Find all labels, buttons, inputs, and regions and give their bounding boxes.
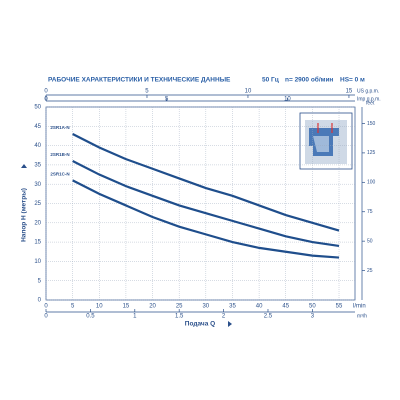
x-label: Подача Q bbox=[185, 321, 215, 328]
tick-label: 25 bbox=[367, 268, 373, 274]
y-tick-label: 45 bbox=[34, 124, 41, 130]
title: РАБОЧИЕ ХАРАКТЕРИСТИКИ И ТЕХНИЧЕСКИЕ ДАН… bbox=[48, 77, 231, 84]
tick-label: 10 bbox=[245, 89, 252, 95]
axis-unit: m³/h bbox=[357, 313, 367, 319]
x-tick-label: 40 bbox=[256, 304, 263, 310]
speed: n= 2900 об/мин bbox=[285, 76, 333, 84]
tick-label: 0 bbox=[44, 97, 48, 103]
arrow bbox=[21, 164, 27, 168]
axis-unit: feet bbox=[366, 100, 375, 106]
y-tick-label: 50 bbox=[34, 105, 41, 111]
tick-label: 1.5 bbox=[175, 314, 184, 320]
x-tick-label: 25 bbox=[176, 304, 183, 310]
curve-label: 2SR1A-N bbox=[50, 125, 69, 130]
axis-unit: Imp g.p.m. bbox=[357, 96, 381, 102]
x-tick-label: 5 bbox=[71, 304, 75, 310]
tick-label: 10 bbox=[284, 97, 291, 103]
tick-label: 5 bbox=[165, 97, 169, 103]
tick-label: 0 bbox=[44, 314, 48, 320]
curve-label: 2SR1C-N bbox=[50, 172, 69, 177]
y-tick-label: 35 bbox=[34, 162, 41, 168]
y-tick-label: 40 bbox=[34, 143, 41, 149]
tick-label: 5 bbox=[145, 89, 149, 95]
y-tick-label: 15 bbox=[34, 240, 41, 246]
x-tick-label: 0 bbox=[44, 304, 48, 310]
y-tick-label: 25 bbox=[34, 201, 41, 207]
tick-label: 15 bbox=[346, 89, 353, 95]
y-label: Напор H (метры) bbox=[21, 188, 28, 242]
curve bbox=[72, 179, 340, 259]
tick-label: 2.5 bbox=[264, 314, 273, 320]
x-tick-label: 50 bbox=[309, 304, 316, 310]
tick-label: 150 bbox=[367, 121, 376, 127]
tick-label: 125 bbox=[367, 150, 376, 156]
y-tick-label: 5 bbox=[38, 278, 42, 284]
x-tick-label: 55 bbox=[336, 304, 343, 310]
tick-label: 2 bbox=[222, 314, 226, 320]
y-tick-label: 0 bbox=[38, 298, 42, 304]
axis-unit: US g.p.m. bbox=[357, 88, 379, 94]
y-tick-label: 20 bbox=[34, 220, 41, 226]
tick-label: 3 bbox=[311, 314, 315, 320]
tick-label: 1 bbox=[133, 314, 137, 320]
x-tick-label: 20 bbox=[149, 304, 156, 310]
tick-label: 0.5 bbox=[86, 314, 95, 320]
x-tick-label: 30 bbox=[202, 304, 209, 310]
tick-label: 50 bbox=[367, 238, 373, 244]
pump-inset bbox=[299, 112, 353, 170]
tick-label: 0 bbox=[44, 89, 48, 95]
x-unit: l/min bbox=[353, 304, 366, 310]
x-tick-label: 15 bbox=[123, 304, 130, 310]
y-tick-label: 30 bbox=[34, 182, 41, 188]
curve bbox=[72, 133, 340, 232]
curve-label: 2SR1B-N bbox=[50, 152, 69, 157]
tick-label: 75 bbox=[367, 209, 373, 215]
x-tick-label: 10 bbox=[96, 304, 103, 310]
x-tick-label: 45 bbox=[282, 304, 289, 310]
frequency: 50 Гц bbox=[262, 77, 279, 84]
curve bbox=[72, 160, 340, 248]
x-tick-label: 35 bbox=[229, 304, 236, 310]
tick-label: 100 bbox=[367, 180, 376, 186]
y-tick-label: 10 bbox=[34, 259, 41, 265]
suction: HS= 0 м bbox=[340, 77, 365, 84]
arrow bbox=[228, 321, 232, 327]
